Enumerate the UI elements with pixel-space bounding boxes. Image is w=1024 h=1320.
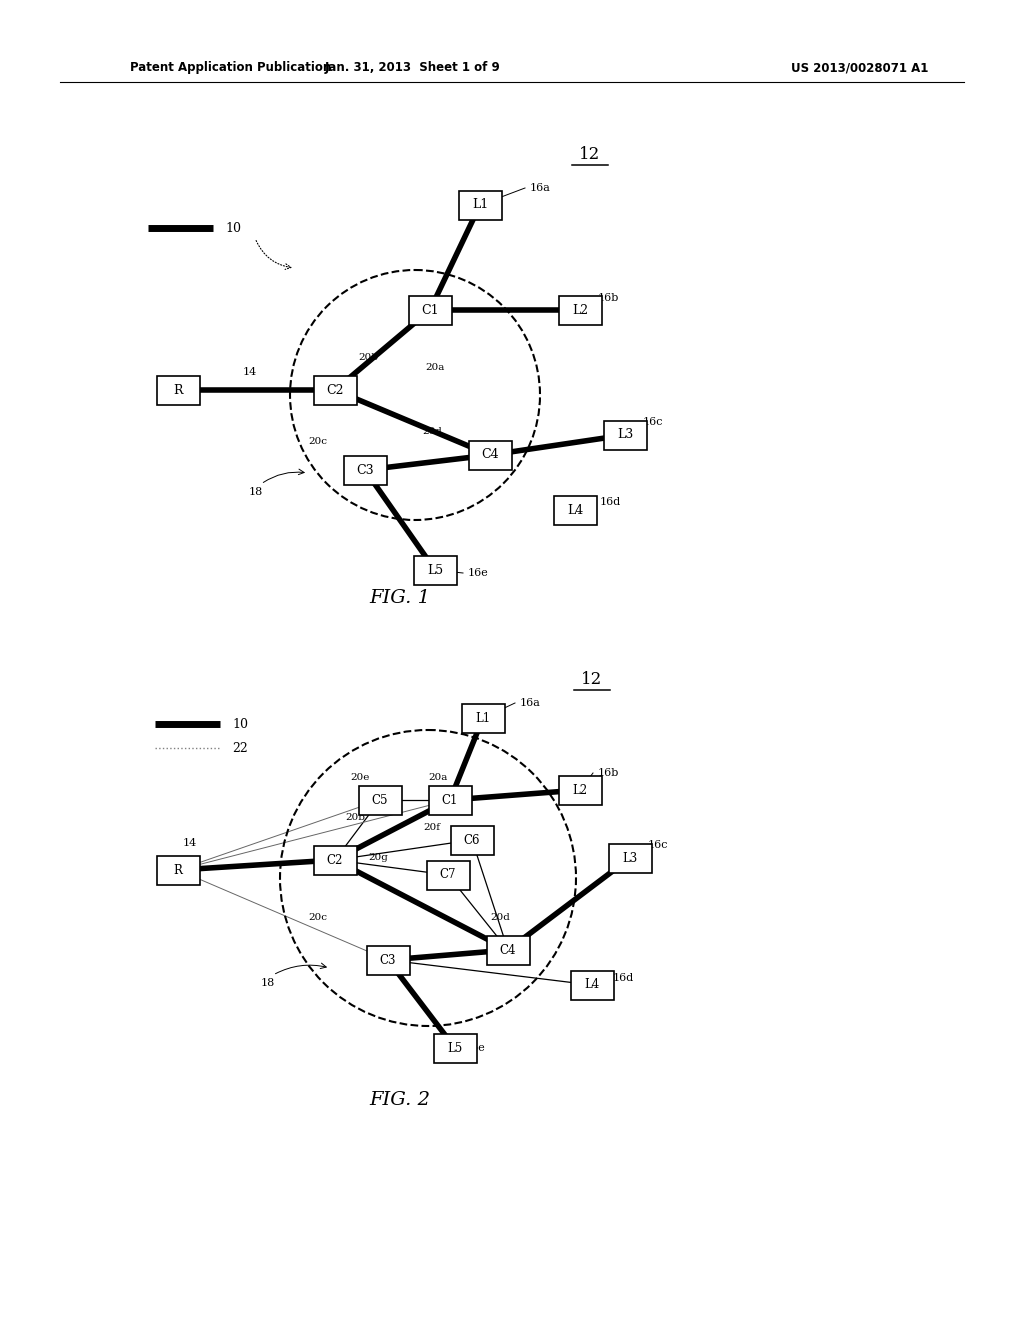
Text: 16a: 16a [520,698,541,708]
Text: 20c: 20c [308,437,328,446]
Text: L1: L1 [472,198,488,211]
FancyBboxPatch shape [608,843,651,873]
Text: US 2013/0028071 A1: US 2013/0028071 A1 [792,62,929,74]
Text: 12: 12 [580,147,601,162]
Text: 14: 14 [183,838,198,847]
FancyBboxPatch shape [427,861,469,890]
Text: 20b: 20b [358,354,378,363]
Text: 20d: 20d [490,913,510,923]
FancyBboxPatch shape [462,704,505,733]
Text: C5: C5 [372,793,388,807]
Text: FIG. 1: FIG. 1 [370,589,430,607]
FancyBboxPatch shape [558,296,601,325]
Text: 18: 18 [261,978,275,987]
FancyBboxPatch shape [486,936,529,965]
Text: 16d: 16d [613,973,634,983]
FancyBboxPatch shape [558,776,601,804]
Text: C7: C7 [439,869,457,882]
Text: 10: 10 [225,222,241,235]
FancyBboxPatch shape [157,855,200,884]
FancyBboxPatch shape [409,296,452,325]
Text: C1: C1 [421,304,439,317]
Text: C3: C3 [356,463,374,477]
Text: 12: 12 [582,671,603,688]
FancyBboxPatch shape [469,441,512,470]
Text: 16e: 16e [468,568,488,578]
Text: R: R [173,863,182,876]
FancyBboxPatch shape [603,421,646,450]
Text: 20a: 20a [428,774,447,783]
FancyBboxPatch shape [414,556,457,585]
Text: 20b: 20b [345,813,365,822]
Text: 16c: 16c [648,840,669,850]
Text: L5: L5 [447,1041,463,1055]
Text: 16d: 16d [600,498,622,507]
FancyBboxPatch shape [367,945,410,974]
Text: Patent Application Publication: Patent Application Publication [130,62,331,74]
FancyBboxPatch shape [313,846,356,874]
Text: L4: L4 [585,978,600,991]
FancyBboxPatch shape [358,785,401,814]
Text: L5: L5 [427,564,443,577]
Text: C6: C6 [464,833,480,846]
Text: C4: C4 [500,944,516,957]
FancyBboxPatch shape [343,455,386,484]
FancyBboxPatch shape [451,825,494,854]
Text: L4: L4 [567,503,583,516]
Text: 20d: 20d [422,428,442,437]
Text: 14: 14 [243,367,257,378]
Text: L2: L2 [572,304,588,317]
Text: 20c: 20c [308,913,328,923]
Text: 16e: 16e [465,1043,485,1053]
Text: C2: C2 [327,384,344,396]
Text: 22: 22 [232,742,248,755]
Text: C4: C4 [481,449,499,462]
Text: C1: C1 [441,793,458,807]
Text: L1: L1 [475,711,490,725]
Text: 20g: 20g [368,854,388,862]
FancyBboxPatch shape [459,190,502,219]
FancyBboxPatch shape [433,1034,476,1063]
FancyBboxPatch shape [428,785,471,814]
FancyBboxPatch shape [157,375,200,404]
Text: L3: L3 [623,851,638,865]
Text: L2: L2 [572,784,588,796]
Text: 16a: 16a [530,183,551,193]
Text: 18: 18 [249,487,263,498]
Text: R: R [173,384,182,396]
Text: 16c: 16c [643,417,664,426]
Text: 16b: 16b [598,293,620,304]
Text: C2: C2 [327,854,343,866]
Text: L3: L3 [616,429,633,441]
FancyBboxPatch shape [570,970,613,999]
Text: C3: C3 [380,953,396,966]
Text: FIG. 2: FIG. 2 [370,1092,430,1109]
Text: 20a: 20a [425,363,444,372]
FancyBboxPatch shape [313,375,356,404]
Text: 16b: 16b [598,768,620,777]
Text: 10: 10 [232,718,248,730]
FancyBboxPatch shape [554,495,597,524]
Text: 20e: 20e [350,774,370,783]
Text: 20f: 20f [424,824,440,833]
Text: Jan. 31, 2013  Sheet 1 of 9: Jan. 31, 2013 Sheet 1 of 9 [325,62,500,74]
